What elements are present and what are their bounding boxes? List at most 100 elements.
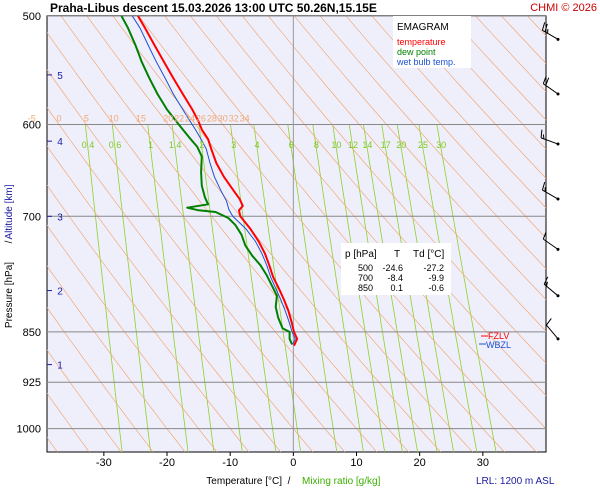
dry-adiabat-line [397, 16, 546, 179]
altitude-tick-label: 3 [57, 212, 63, 223]
pressure-tick-label: 850 [23, 327, 41, 339]
y-axis-label-separator: / [4, 240, 15, 243]
dry-adiabat-line [112, 16, 473, 452]
wind-barb-flag [544, 23, 548, 32]
temperature-tick-label: -30 [96, 457, 112, 469]
wind-barb-flag [545, 318, 552, 326]
dry-adiabat-line [449, 16, 546, 121]
wind-barb-station [556, 92, 560, 96]
mixing-ratio-line [396, 124, 454, 452]
mixing-ratio-label: 1 [148, 140, 153, 150]
mixing-ratio-label: 0.6 [109, 140, 122, 150]
table-cell: 850 [358, 283, 373, 293]
wind-barb-station [556, 337, 560, 341]
dry-adiabat-line [60, 16, 409, 452]
wind-barb-staff [542, 29, 559, 40]
table-cell: -27.2 [423, 263, 444, 273]
mixing-ratio-label: 17 [381, 140, 391, 150]
wind-barb-flag [541, 181, 546, 191]
temperature-tick-label: 10 [350, 457, 362, 469]
dry-adiabat-line [47, 349, 122, 452]
fzlv-label: FZLV [488, 331, 509, 341]
temperature-tick-label: -20 [159, 457, 175, 469]
pressure-tick-label: 1000 [17, 424, 41, 436]
dry-adiabat-line [423, 16, 546, 150]
theta-label: 0 [57, 114, 62, 124]
theta-label: 20 [163, 114, 173, 124]
wet-bulb-temp-line [131, 16, 296, 345]
mixing-ratio-label: 14 [362, 140, 372, 150]
theta-label: 24 [185, 114, 195, 124]
wind-barb-flag [542, 75, 547, 84]
wind-barb-flag [542, 231, 547, 240]
wind-barb [541, 181, 560, 201]
wind-barb-station [556, 142, 560, 146]
mixing-ratio-line [198, 124, 243, 452]
wind-barb-flag [540, 129, 543, 138]
wind-barb [545, 318, 560, 341]
wind-barb-flag [542, 134, 545, 139]
dry-adiabat-line [47, 307, 154, 452]
legend-box [393, 16, 471, 68]
mixing-ratio-label: 30 [436, 140, 446, 150]
wind-barb [540, 129, 560, 146]
mixing-ratio-line [312, 124, 364, 452]
wind-barb-staff [546, 324, 559, 340]
grid-lines [47, 16, 546, 452]
mixing-ratio-line [363, 124, 418, 452]
altitude-tick-label: 2 [57, 287, 63, 298]
mixing-ratio-label: 4 [255, 140, 260, 150]
wind-barb-station [556, 247, 560, 251]
table-cell: 700 [358, 273, 373, 283]
mixing-ratio-label: 20 [396, 140, 406, 150]
legend-wet-bulb: wet bulb temp. [396, 57, 456, 67]
wind-barb [542, 75, 560, 96]
mixing-ratio-label: 2 [200, 140, 205, 150]
mixing-ratio-lines [84, 124, 497, 452]
y-axis-label-altitude: Altitude [km] [4, 184, 15, 239]
mixing-ratio-label: 1.4 [169, 140, 182, 150]
dry-adiabat-line [47, 184, 250, 452]
table-cell: -9.9 [428, 273, 444, 283]
wind-barb-flag [543, 276, 549, 285]
mixing-ratio-line [436, 124, 497, 452]
theta-label: 32 [229, 114, 239, 124]
table-cell: -0.6 [428, 283, 444, 293]
theta-label: 22 [174, 114, 184, 124]
wind-barb [542, 231, 560, 251]
mixing-ratio-label: 12 [348, 140, 358, 150]
wind-barb-station [556, 37, 560, 41]
wind-barb-flag [546, 281, 548, 287]
mixing-ratio-line [418, 124, 478, 452]
altitude-tick-label: 5 [57, 71, 63, 82]
legend-temperature: temperature [397, 37, 446, 47]
x-axis-label-temperature: Temperature [°C] [206, 476, 282, 487]
pressure-tick-label: 600 [23, 120, 41, 132]
copyright-text: CHMI © 2026 [530, 2, 597, 14]
table-cell: -24.6 [382, 263, 403, 273]
dry-adiabat-line [268, 16, 546, 332]
mixing-ratio-label: 0.4 [82, 140, 95, 150]
temperature-tick-label: 20 [414, 457, 426, 469]
mixing-ratio-line [332, 124, 386, 452]
theta-label: 15 [136, 114, 146, 124]
mixing-ratio-label: 10 [331, 140, 341, 150]
dry-adiabat-line [86, 16, 441, 452]
theta-label: -5 [28, 114, 36, 124]
lrl-label: LRL: 1200 m ASL [476, 476, 555, 487]
wind-barb-station [556, 294, 560, 298]
pressure-tick-label: 700 [23, 211, 41, 223]
pressure-tick-label: 500 [23, 11, 41, 23]
chart-title: Praha-Libus descent 15.03.2026 13:00 UTC… [50, 1, 377, 15]
theta-label: 30 [218, 114, 228, 124]
dry-adiabat-line [47, 32, 377, 452]
mixing-ratio-line [111, 124, 151, 452]
theta-label: 5 [84, 114, 89, 124]
mixing-ratio-line [287, 124, 338, 452]
mixing-ratio-line [381, 124, 438, 452]
temperature-line [137, 16, 299, 347]
legend-dew-point: dew point [397, 47, 436, 57]
theta-label: 34 [240, 114, 250, 124]
dry-adiabat-line [294, 16, 546, 301]
